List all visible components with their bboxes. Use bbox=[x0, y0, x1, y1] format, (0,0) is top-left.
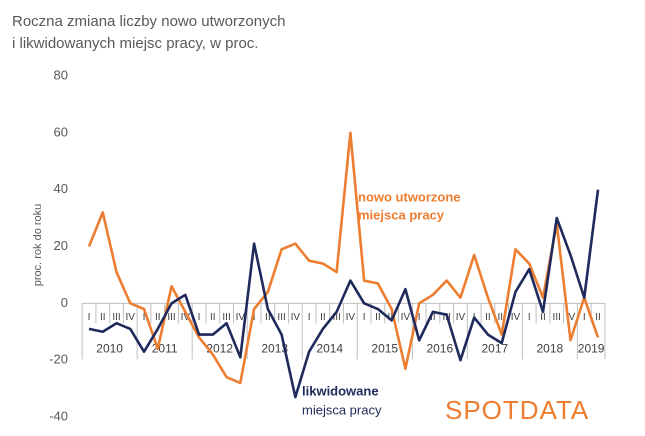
logo: SPOTDATA bbox=[445, 395, 589, 425]
y-tick-label: -20 bbox=[49, 352, 68, 367]
year-label: 2017 bbox=[481, 342, 508, 356]
x-tick-label: I bbox=[528, 312, 531, 323]
year-label: 2015 bbox=[371, 342, 398, 356]
legend-label: miejsca pracy bbox=[358, 207, 445, 222]
x-tick-label: II bbox=[430, 312, 436, 323]
x-tick-label: III bbox=[498, 312, 506, 323]
year-label: 2012 bbox=[206, 342, 233, 356]
x-tick-label: III bbox=[112, 312, 120, 323]
x-tick-label: I bbox=[88, 312, 91, 323]
y-tick-label: 60 bbox=[54, 124, 68, 139]
x-tick-label: IV bbox=[401, 312, 411, 323]
y-tick-label: 40 bbox=[54, 181, 68, 196]
x-tick-label: II bbox=[320, 312, 326, 323]
y-tick-label: -40 bbox=[49, 408, 68, 423]
x-tick-label: IV bbox=[511, 312, 521, 323]
legend-label: miejsca pracy bbox=[302, 402, 382, 417]
x-tick-label: IV bbox=[566, 312, 576, 323]
x-tick-label: II bbox=[155, 312, 161, 323]
year-label: 2013 bbox=[261, 342, 288, 356]
x-tick-label: I bbox=[583, 312, 586, 323]
year-label: 2010 bbox=[96, 342, 123, 356]
year-label: 2018 bbox=[536, 342, 563, 356]
x-tick-label: IV bbox=[456, 312, 466, 323]
x-tick-label: II bbox=[375, 312, 381, 323]
y-tick-label: 20 bbox=[54, 238, 68, 253]
chart-title: Roczna zmiana liczby nowo utworzonych bbox=[12, 13, 285, 30]
year-label: 2019 bbox=[578, 342, 605, 356]
x-tick-label: II bbox=[540, 312, 546, 323]
x-tick-label: III bbox=[167, 312, 175, 323]
x-tick-label: II bbox=[210, 312, 216, 323]
x-tick-label: IV bbox=[346, 312, 356, 323]
x-tick-label: IV bbox=[181, 312, 191, 323]
x-tick-label: I bbox=[308, 312, 311, 323]
x-tick-label: III bbox=[332, 312, 340, 323]
x-tick-label: I bbox=[363, 312, 366, 323]
x-tick-label: IV bbox=[126, 312, 136, 323]
x-tick-label: II bbox=[485, 312, 491, 323]
chart-title: i likwidowanych miejsc pracy, w proc. bbox=[12, 35, 258, 52]
x-tick-label: III bbox=[277, 312, 285, 323]
x-tick-label: II bbox=[595, 312, 601, 323]
x-tick-label: I bbox=[418, 312, 421, 323]
y-tick-label: 80 bbox=[54, 67, 68, 82]
series-line bbox=[88, 189, 600, 399]
x-tick-label: I bbox=[253, 312, 256, 323]
x-tick-label: I bbox=[198, 312, 201, 323]
year-label: 2016 bbox=[426, 342, 453, 356]
legend-label: likwidowane bbox=[302, 383, 379, 398]
year-label: 2014 bbox=[316, 342, 343, 356]
x-tick-label: III bbox=[553, 312, 561, 323]
x-tick-label: III bbox=[222, 312, 230, 323]
legend-label: nowo utworzone bbox=[358, 189, 461, 204]
x-tick-label: II bbox=[265, 312, 271, 323]
x-tick-label: II bbox=[100, 312, 106, 323]
y-axis-label: proc. rok do roku bbox=[32, 204, 44, 287]
y-tick-label: 0 bbox=[61, 295, 68, 310]
x-tick-label: IV bbox=[291, 312, 301, 323]
series-line bbox=[87, 131, 600, 385]
x-tick-label: IV bbox=[236, 312, 246, 323]
x-tick-label: I bbox=[143, 312, 146, 323]
